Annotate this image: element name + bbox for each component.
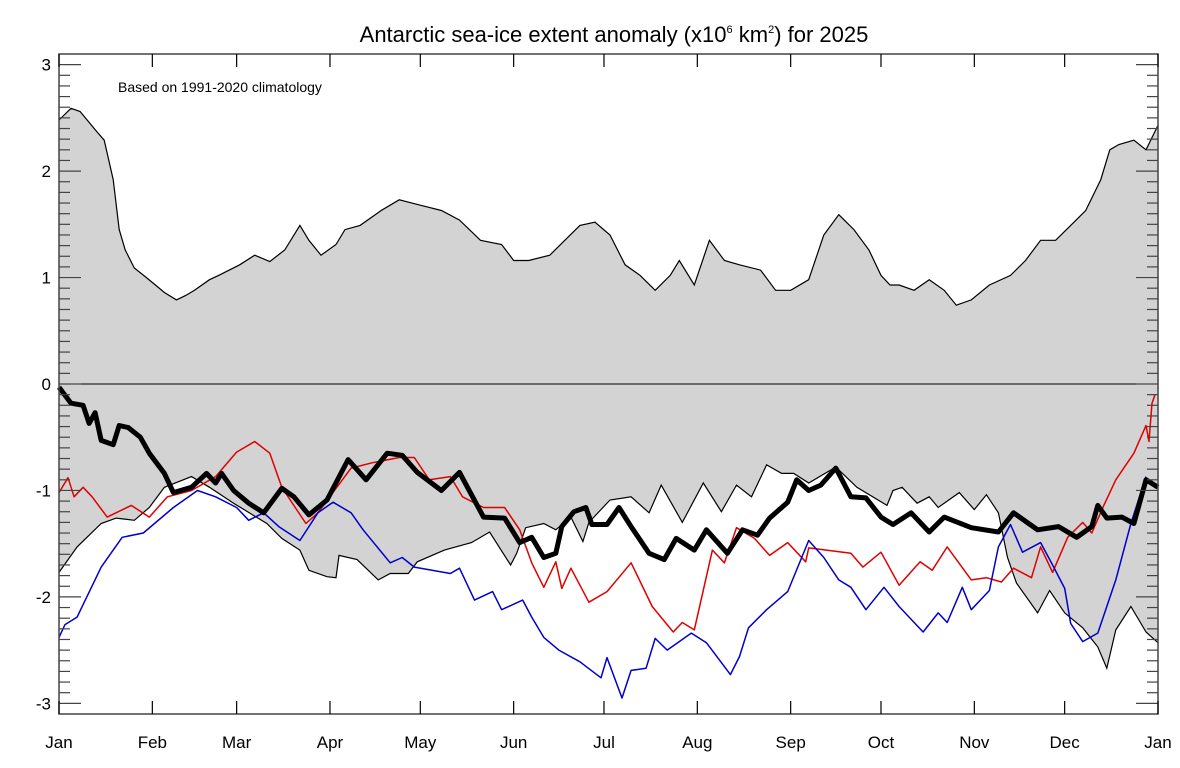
series-line-0 xyxy=(58,394,1156,633)
range-upper-line xyxy=(58,107,1159,306)
climatology-note: Based on 1991-2020 climatology xyxy=(118,79,322,95)
climatology-range-band xyxy=(59,108,1158,669)
range-lower-line xyxy=(58,464,1159,671)
x-tick-label: Dec xyxy=(1050,733,1081,752)
y-tick-label: 1 xyxy=(42,269,51,288)
x-tick-label: Feb xyxy=(138,733,167,752)
x-tick-label: Aug xyxy=(682,733,712,752)
x-tick-label: Jan xyxy=(1144,733,1171,752)
x-tick-label: Mar xyxy=(222,733,252,752)
series-line-1 xyxy=(58,476,1147,699)
y-tick-label: 0 xyxy=(42,375,51,394)
x-tick-label: Jul xyxy=(593,733,615,752)
y-tick-label: -1 xyxy=(36,481,51,500)
y-tick-label: -2 xyxy=(36,588,51,607)
series-line-2 xyxy=(57,385,1160,563)
x-tick-label: Apr xyxy=(317,733,344,752)
x-tick-label: Jan xyxy=(45,733,72,752)
chart-title: Antarctic sea-ice extent anomaly (x106 k… xyxy=(360,22,869,47)
y-tick-label: 2 xyxy=(42,162,51,181)
y-tick-label: 3 xyxy=(42,56,51,75)
x-tick-label: Sep xyxy=(776,733,806,752)
x-tick-label: Nov xyxy=(959,733,990,752)
x-tick-label: May xyxy=(404,733,437,752)
x-tick-label: Jun xyxy=(500,733,527,752)
y-tick-label: -3 xyxy=(36,694,51,713)
x-tick-label: Oct xyxy=(868,733,895,752)
plot-area: 3 2 1 0 -1 -2 -3 Jan Feb Mar Apr May Jun Jul Aug Sep Oct… xyxy=(36,53,1172,752)
